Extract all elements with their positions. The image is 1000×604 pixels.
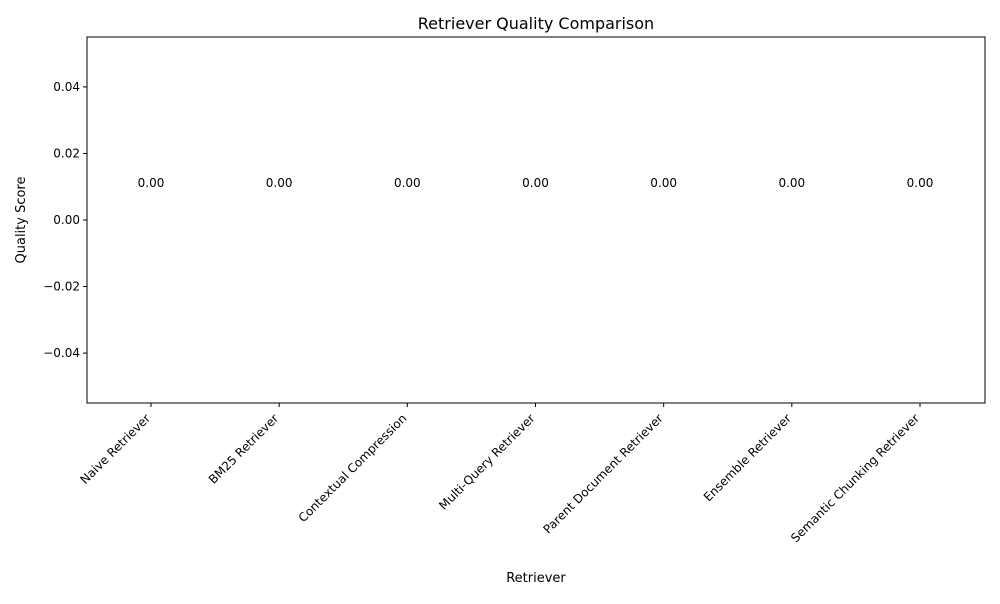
bar-value-label: 0.00 xyxy=(138,176,165,190)
bar-value-label: 0.00 xyxy=(394,176,421,190)
data-labels: 0.00 0.00 0.00 0.00 0.00 0.00 0.00 xyxy=(138,176,934,190)
bar-value-label: 0.00 xyxy=(778,176,805,190)
bar-value-label: 0.00 xyxy=(522,176,549,190)
x-tick-label: Contextual Compression xyxy=(296,411,410,525)
plot-frame xyxy=(86,36,986,404)
x-tick-label: Parent Document Retriever xyxy=(541,411,666,536)
x-tick-label: BM25 Retriever xyxy=(206,411,281,486)
y-tick-label: −0.04 xyxy=(43,346,80,360)
bar-value-label: 0.00 xyxy=(650,176,677,190)
bar-value-label: 0.00 xyxy=(907,176,934,190)
y-tick-label: 0.04 xyxy=(53,80,80,94)
x-tick-label: Multi-Query Retriever xyxy=(436,411,537,512)
bar-value-label: 0.00 xyxy=(266,176,293,190)
y-tick-label: 0.00 xyxy=(53,213,80,227)
y-tick-label: 0.02 xyxy=(53,146,80,160)
x-tick-label: Semantic Chunking Retriever xyxy=(788,411,922,545)
y-axis: −0.04 −0.02 0.00 0.02 0.04 xyxy=(43,80,87,360)
y-tick-label: −0.02 xyxy=(43,280,80,294)
y-axis-label: Quality Score xyxy=(14,177,29,264)
x-tick-label: Naive Retriever xyxy=(78,411,154,487)
chart-title: Retriever Quality Comparison xyxy=(418,14,654,33)
x-axis-label: Retriever xyxy=(506,571,566,586)
x-axis: Naive Retriever BM25 Retriever Contextual … xyxy=(78,403,922,545)
x-tick-label: Ensemble Retriever xyxy=(701,411,794,504)
